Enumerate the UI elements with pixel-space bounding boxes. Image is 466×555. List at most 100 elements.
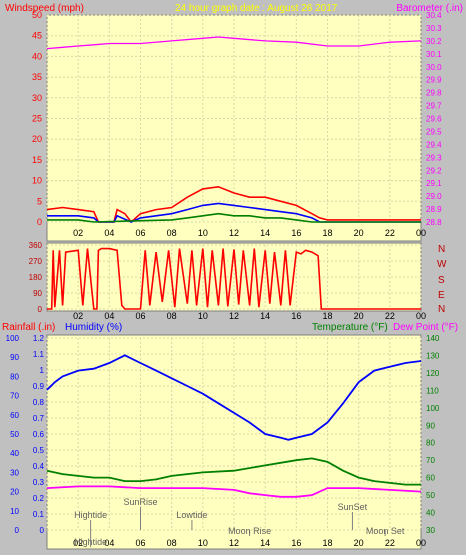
x-tick-label: 12 (229, 538, 239, 548)
x-tick-label: 16 (291, 228, 301, 238)
rainfall-tick-label: 0 (15, 526, 20, 535)
wind-series-barometer (46, 36, 422, 50)
x-tick-label: 02 (73, 311, 83, 321)
x-tick-label: 12 (229, 228, 239, 238)
annotation-label: SunRise (123, 497, 157, 507)
x-tick-label: 06 (135, 538, 145, 548)
humidity-tick-label: 0.2 (33, 494, 45, 503)
series-humidity (46, 354, 422, 441)
wind-tick-label: 10 (32, 176, 42, 186)
rainfall-tick-label: 60 (10, 411, 19, 420)
wind-series-low (47, 212, 421, 223)
temperature-tick-label: 80 (426, 439, 435, 448)
temperature-tick-label: 50 (426, 491, 435, 500)
x-tick-label: 06 (135, 228, 145, 238)
annotation-label: SunSet (338, 502, 368, 512)
rainfall-tick-label: 70 (10, 392, 19, 401)
x-tick-label: 02 (73, 228, 83, 238)
humidity-tick-label: 0.1 (33, 510, 45, 519)
x-tick-label: 20 (354, 538, 364, 548)
windspeed-axis-title: Windspeed (mph) (5, 3, 84, 14)
annotation-label: Lowtide (176, 510, 207, 520)
rainfall-tick-label: 90 (10, 353, 19, 362)
temperature-axis-title: Temperature (°F) (312, 322, 388, 333)
humidity-tick-label: 0.4 (33, 462, 45, 471)
x-tick-label: 16 (291, 538, 301, 548)
rainfall-tick-label: 10 (10, 507, 19, 516)
humidity-axis-title: Humidity (%) (65, 322, 122, 333)
dir-label-s: S (438, 275, 445, 286)
humidity-tick-label: 0.5 (33, 446, 45, 455)
x-tick-label: 00 (416, 311, 426, 321)
dir-label-n-bottom: N (438, 304, 445, 315)
gridlines (46, 14, 422, 531)
barometer-tick-label: 29.4 (426, 140, 442, 149)
wind-tick-label: 15 (32, 155, 42, 165)
direction-tick-label: 360 (29, 241, 43, 250)
humidity-tick-label: 1.1 (33, 350, 45, 359)
x-tick-label: 10 (198, 311, 208, 321)
wind-tick-label: 45 (32, 31, 42, 41)
rainfall-tick-label: 100 (6, 334, 20, 343)
wind-tick-label: 50 (32, 10, 42, 20)
rainfall-tick-label: 80 (10, 372, 19, 381)
series-temperature (46, 457, 421, 486)
chart-title: 24 hour graph date : August 26 2017 (175, 3, 338, 14)
barometer-tick-label: 29.3 (426, 153, 442, 162)
x-tick-label: 22 (385, 538, 395, 548)
x-tick-label: 10 (198, 538, 208, 548)
temperature-tick-label: 140 (426, 334, 440, 343)
rainfall-tick-label: 30 (10, 468, 19, 477)
humidity-tick-label: 1.2 (33, 334, 45, 343)
wind-tick-label: 40 (32, 51, 42, 61)
wind-tick-label: 25 (32, 114, 42, 124)
temperature-tick-label: 90 (426, 421, 435, 430)
wind-tick-label: 0 (37, 217, 42, 227)
x-tick-label: 04 (104, 311, 114, 321)
barometer-tick-label: 29.1 (426, 179, 442, 188)
x-tick-label: 12 (229, 311, 239, 321)
annotation-label: Moon Rise (228, 526, 271, 536)
direction-tick-label: 0 (38, 305, 43, 314)
temperature-tick-label: 30 (426, 526, 435, 535)
humidity-tick-label: 0.6 (33, 430, 45, 439)
x-tick-label: 06 (135, 311, 145, 321)
temperature-tick-label: 60 (426, 474, 435, 483)
x-tick-label: 16 (291, 311, 301, 321)
temperature-tick-label: 110 (426, 386, 439, 395)
series-lines: Hightide Hightide SunRise Lowtide Moon Rise S… (46, 36, 422, 547)
rainfall-tick-label: 50 (10, 430, 19, 439)
barometer-tick-label: 29.9 (426, 76, 442, 85)
annotation-label: Hightide (74, 510, 107, 520)
x-tick-label: 18 (322, 228, 332, 238)
dir-label-e: E (438, 290, 445, 301)
temperature-tick-label: 40 (426, 509, 435, 518)
wind-tick-label: 35 (32, 72, 42, 82)
x-tick-label: 14 (260, 538, 270, 548)
x-tick-label: 00 (416, 228, 426, 238)
barometer-tick-label: 29.6 (426, 115, 442, 124)
x-tick-label: 22 (385, 311, 395, 321)
barometer-tick-label: 28.9 (426, 205, 442, 214)
barometer-tick-label: 29.7 (426, 102, 442, 111)
humidity-tick-label: 0 (40, 526, 45, 535)
x-tick-label: 08 (167, 538, 177, 548)
rainfall-axis-title: Rainfall (.in) (2, 322, 55, 333)
x-tick-label: 18 (322, 311, 332, 321)
barometer-tick-label: 30.2 (426, 37, 442, 46)
dir-label-n-top: N (438, 244, 445, 255)
temperature-tick-label: 70 (426, 456, 435, 465)
barometer-tick-label: 30.4 (426, 11, 442, 20)
barometer-tick-label: 30.3 (426, 24, 442, 33)
dir-label-w: W (437, 259, 447, 270)
barometer-tick-label: 29.5 (426, 127, 442, 136)
rainfall-tick-label: 20 (10, 488, 19, 497)
humidity-tick-label: 0.9 (33, 382, 45, 391)
x-tick-label: 18 (322, 538, 332, 548)
barometer-tick-label: 30.1 (426, 50, 442, 59)
humidity-tick-label: 1 (40, 366, 45, 375)
temperature-tick-label: 130 (426, 351, 440, 360)
wind-tick-label: 20 (32, 134, 42, 144)
wind-tick-label: 5 (37, 196, 42, 206)
